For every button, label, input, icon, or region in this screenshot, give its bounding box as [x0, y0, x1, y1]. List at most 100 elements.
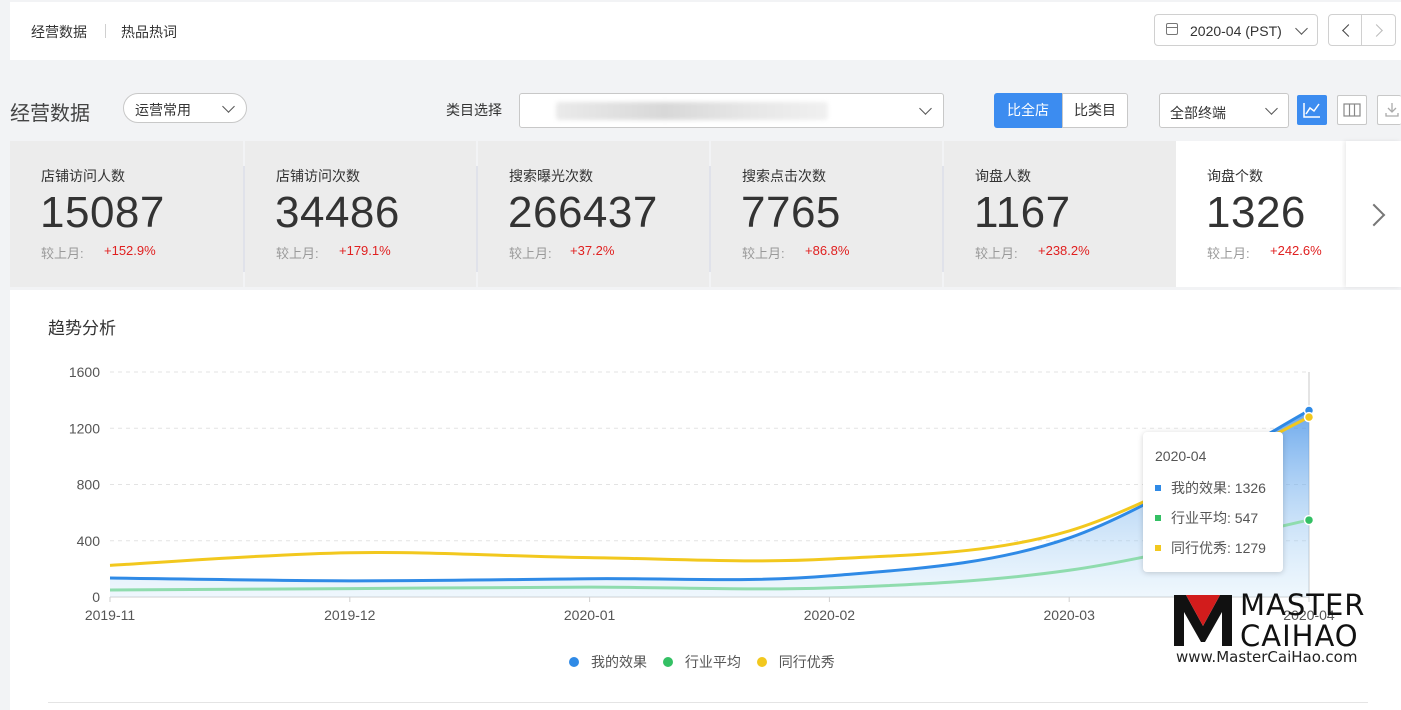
compare-all-store-button[interactable]: 比全店: [994, 93, 1062, 128]
metric-change: +37.2%: [570, 243, 615, 258]
metric-value: 7765: [741, 188, 841, 237]
watermark: MASTER CAIHAO www.MasterCaiHao.com: [1174, 590, 1374, 672]
preset-select[interactable]: 运营常用: [123, 93, 247, 123]
series-marker: [1155, 515, 1161, 522]
month-picker[interactable]: 2020-04 (PST): [1154, 14, 1318, 46]
trend-title: 趋势分析: [48, 319, 116, 338]
legend-label: 我的效果: [591, 654, 647, 670]
next-metrics-button[interactable]: [1346, 141, 1401, 287]
metric-label: 搜索点击次数: [742, 168, 826, 184]
line-chart-icon: [1303, 103, 1320, 118]
y-tick-label: 800: [77, 477, 101, 493]
metric-card-impressions[interactable]: 搜索曝光次数 266437 较上月: +37.2%: [478, 141, 709, 287]
card-divider: [942, 166, 944, 272]
tooltip-row-industry: 行业平均: 547: [1155, 508, 1258, 528]
calendar-icon: [1166, 23, 1178, 35]
divider: [48, 702, 1368, 703]
y-tick-label: 1200: [69, 420, 100, 436]
tooltip-row-text: 我的效果: 1326: [1171, 480, 1266, 496]
x-tick-label: 2020-02: [804, 607, 856, 623]
legend-label: 行业平均: [684, 654, 741, 670]
series-peers-line: [109, 415, 1310, 567]
series-industry-point: [1303, 514, 1315, 526]
metric-change: +242.6%: [1270, 243, 1322, 258]
columns-icon: [1343, 103, 1361, 117]
watermark-line1: MASTER: [1240, 588, 1366, 622]
prev-month-button[interactable]: [1328, 14, 1362, 46]
metric-compare-label: 较上月:: [742, 246, 785, 261]
card-divider: [243, 166, 245, 272]
tooltip-title: 2020-04: [1155, 448, 1207, 464]
series-industry-line: [109, 518, 1310, 592]
metric-cards: 店铺访问人数 15087 较上月: +152.9% 店铺访问次数 34486 较…: [10, 141, 1401, 287]
metric-change: +86.8%: [805, 243, 850, 258]
metric-change: +238.2%: [1038, 243, 1090, 258]
watermark-line2: CAIHAO: [1240, 619, 1359, 653]
metric-compare-label: 较上月:: [975, 246, 1018, 261]
category-label: 类目选择: [446, 102, 502, 118]
metric-value: 266437: [508, 188, 658, 237]
metric-change: +152.9%: [104, 243, 156, 258]
chart-legend: 我的效果 行业平均 同行优秀: [569, 652, 847, 672]
metric-card-visitors[interactable]: 店铺访问人数 15087 较上月: +152.9%: [10, 141, 243, 287]
watermark-text: MASTER CAIHAO: [1240, 590, 1365, 652]
metric-label: 店铺访问人数: [41, 168, 125, 184]
metric-value: 1326: [1206, 188, 1306, 237]
card-divider: [709, 166, 711, 272]
download-icon: [1385, 103, 1399, 117]
category-select[interactable]: [519, 93, 944, 128]
series-mine-line: [109, 409, 1310, 583]
metric-compare-label: 较上月:: [41, 246, 84, 261]
metric-label: 询盘人数: [975, 168, 1031, 184]
section-title: 经营数据: [10, 103, 90, 125]
metric-label: 搜索曝光次数: [509, 168, 593, 184]
series-peers-point: [1303, 411, 1315, 423]
tab-divider: [105, 24, 106, 38]
terminal-select[interactable]: 全部终端: [1159, 93, 1289, 128]
series-marker: [1155, 545, 1161, 552]
legend-dot: [756, 657, 767, 668]
x-tick-label: 2019-12: [324, 607, 376, 623]
metric-change: +179.1%: [339, 243, 391, 258]
legend-dot: [662, 657, 673, 668]
metric-card-inquirers[interactable]: 询盘人数 1167 较上月: +238.2%: [944, 141, 1176, 287]
top-tab-bar: 经营数据 热品热词 2020-04 (PST): [10, 2, 1401, 60]
legend-item-industry[interactable]: 行业平均: [662, 652, 741, 672]
metric-value: 15087: [40, 188, 165, 237]
series-mine-area: [110, 410, 1309, 597]
metric-card-visits[interactable]: 店铺访问次数 34486 较上月: +179.1%: [245, 141, 476, 287]
tooltip-row-peers: 同行优秀: 1279: [1155, 538, 1266, 558]
tab-hot-products[interactable]: 热品热词: [121, 24, 177, 40]
watermark-logo: [1174, 595, 1232, 646]
y-tick-label: 400: [77, 533, 101, 549]
legend-item-peers[interactable]: 同行优秀: [756, 652, 835, 672]
metric-value: 1167: [974, 188, 1071, 237]
watermark-url: www.MasterCaiHao.com: [1176, 648, 1358, 666]
x-tick-label: 2020-03: [1044, 607, 1096, 623]
tooltip-row-mine: 我的效果: 1326: [1155, 478, 1266, 498]
y-tick-label: 1600: [69, 364, 100, 380]
chart-tooltip: 2020-04 我的效果: 1326 行业平均: 547 同行优秀: 1279: [1143, 432, 1283, 572]
table-view-button[interactable]: [1337, 95, 1367, 125]
tooltip-row-text: 行业平均: 547: [1171, 510, 1259, 526]
tab-business-data[interactable]: 经营数据: [31, 24, 87, 40]
blurred-category-value: [556, 102, 828, 120]
metric-label: 店铺访问次数: [276, 168, 360, 184]
card-divider: [476, 166, 478, 272]
metric-card-clicks[interactable]: 搜索点击次数 7765 较上月: +86.8%: [711, 141, 942, 287]
metric-value: 34486: [275, 188, 400, 237]
tooltip-row-text: 同行优秀: 1279: [1171, 540, 1266, 556]
next-month-button[interactable]: [1362, 14, 1396, 46]
x-tick-label: 2019-11: [85, 607, 136, 623]
line-chart-view-button[interactable]: [1297, 95, 1327, 125]
download-button[interactable]: [1377, 95, 1401, 125]
legend-item-mine[interactable]: 我的效果: [569, 652, 647, 672]
y-tick-label: 0: [92, 589, 100, 605]
series-marker: [1155, 485, 1161, 492]
x-tick-label: 2020-01: [564, 607, 616, 623]
preset-select-value: 运营常用: [135, 102, 191, 118]
metric-card-inquiries[interactable]: 询盘个数 1326 较上月: +242.6%: [1176, 141, 1346, 287]
metric-compare-label: 较上月:: [509, 246, 552, 261]
compare-category-button[interactable]: 比类目: [1062, 93, 1128, 128]
